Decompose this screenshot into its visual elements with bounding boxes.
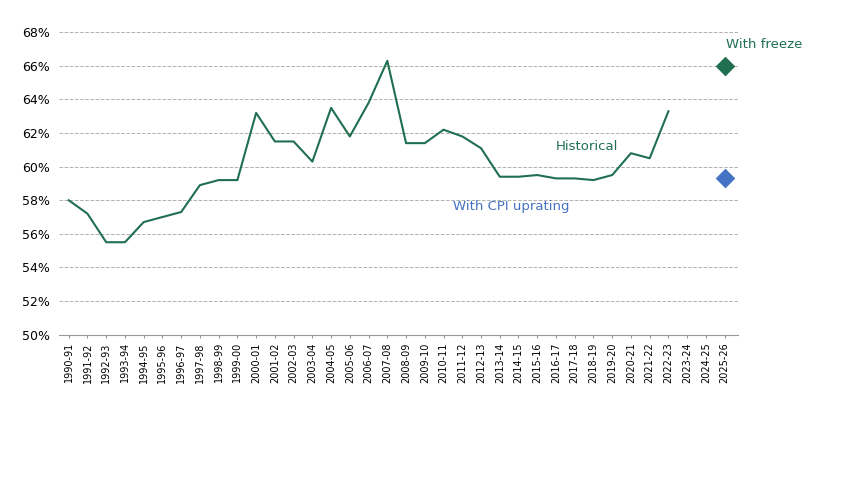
- Text: Historical: Historical: [556, 140, 618, 153]
- Point: [718, 174, 732, 182]
- Text: With CPI uprating: With CPI uprating: [453, 200, 569, 213]
- Point: [718, 62, 732, 70]
- Text: With freeze: With freeze: [726, 38, 802, 51]
